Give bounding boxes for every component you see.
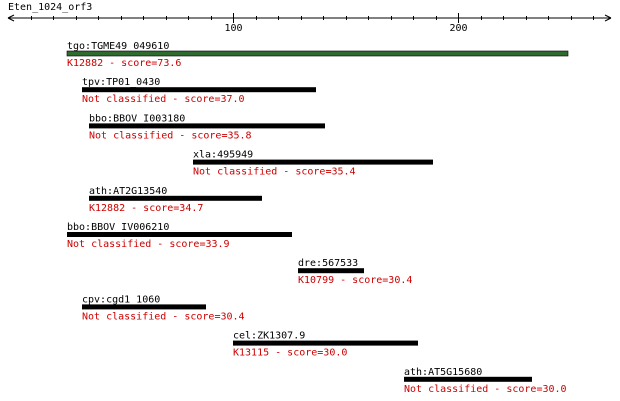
hit-id-label[interactable]: cpv:cgd1_1060 (82, 294, 160, 305)
hit-score-label[interactable]: Not classified - score=35.8 (89, 130, 252, 141)
hit-bar[interactable] (82, 304, 206, 310)
hit-row[interactable]: cpv:cgd1_1060 Not classified - score=30.4 (82, 294, 245, 322)
hit-bar[interactable] (298, 268, 364, 274)
hit-row[interactable]: ath:AT2G13540 K12882 - score=34.7 (89, 186, 262, 214)
hit-score-label[interactable]: Not classified - score=30.4 (82, 311, 245, 322)
hit-bar[interactable] (89, 195, 262, 201)
sequence-ruler: 100 200 (7, 13, 612, 34)
hit-id-label[interactable]: ath:AT5G15680 (404, 367, 482, 378)
hit-row[interactable]: ath:AT5G15680 Not classified - score=30.0 (404, 367, 567, 395)
hit-bar[interactable] (66, 50, 569, 57)
hit-bar[interactable] (233, 340, 418, 346)
ruler-tick-label: 200 (449, 23, 467, 34)
hit-id-label[interactable]: tpv:TP01_0430 (82, 77, 160, 88)
hit-row[interactable]: bbo:BBOV_I003180 Not classified - score=3… (89, 113, 325, 141)
hit-id-label[interactable]: tgo:TGME49_049610 (67, 41, 169, 52)
hit-bar[interactable] (404, 376, 532, 382)
hit-score-label[interactable]: K12882 - score=73.6 (67, 58, 181, 69)
ruler-left-arrow (7, 14, 15, 22)
hit-id-label[interactable]: bbo:BBOV_IV006210 (67, 222, 169, 233)
hit-id-label[interactable]: xla:495949 (193, 150, 253, 161)
hit-score-label[interactable]: Not classified - score=35.4 (193, 167, 356, 178)
hit-id-label[interactable]: bbo:BBOV_I003180 (89, 113, 185, 124)
hit-id-label[interactable]: ath:AT2G13540 (89, 186, 167, 197)
hit-score-label[interactable]: Not classified - score=30.0 (404, 384, 567, 395)
hit-id-label[interactable]: dre:567533 (298, 258, 358, 269)
hit-row[interactable]: dre:567533 K10799 - score=30.4 (298, 258, 412, 286)
hit-list: tgo:TGME49_049610 K12882 - score=73.6 tpv:… (66, 41, 569, 395)
hit-score-label[interactable]: Not classified - score=33.9 (67, 239, 230, 250)
ruler-right-arrow (604, 14, 612, 22)
hit-bar[interactable] (67, 232, 292, 237)
hit-bar[interactable] (82, 87, 316, 93)
hit-row[interactable]: tpv:TP01_0430 Not classified - score=37.0 (82, 77, 316, 105)
hit-score-label[interactable]: K12882 - score=34.7 (89, 203, 203, 214)
hit-row[interactable]: tgo:TGME49_049610 K12882 - score=73.6 (66, 41, 569, 69)
hit-score-label[interactable]: K13115 - score=30.0 (233, 348, 347, 359)
hit-id-label[interactable]: cel:ZK1307.9 (233, 331, 305, 342)
hit-score-label[interactable]: K10799 - score=30.4 (298, 275, 412, 286)
query-title: Eten_1024_orf3 (8, 2, 92, 13)
hit-row[interactable]: bbo:BBOV_IV006210 Not classified - score=… (67, 222, 292, 250)
hit-row[interactable]: xla:495949 Not classified - score=35.4 (193, 150, 433, 178)
ruler-tick-label: 100 (224, 23, 242, 34)
hit-bar[interactable] (193, 159, 433, 165)
hit-row[interactable]: cel:ZK1307.9 K13115 - score=30.0 (233, 331, 418, 359)
hit-bar[interactable] (89, 123, 325, 129)
hit-score-label[interactable]: Not classified - score=37.0 (82, 94, 245, 105)
